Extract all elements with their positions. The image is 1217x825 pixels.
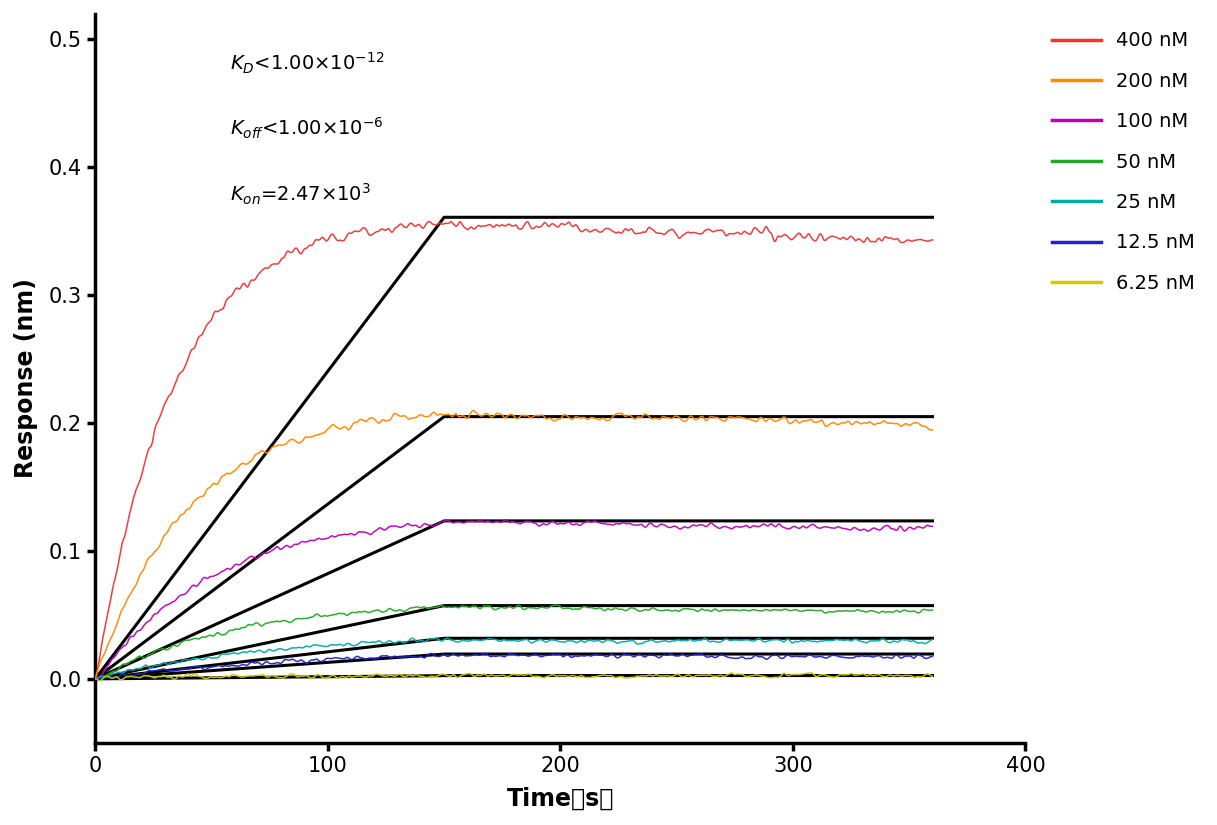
Text: $K_{on}$=2.47×10$^{3}$: $K_{on}$=2.47×10$^{3}$: [230, 182, 371, 207]
Y-axis label: Response (nm): Response (nm): [13, 278, 38, 478]
X-axis label: Time（s）: Time（s）: [506, 787, 615, 811]
Text: $K_D$<1.00×10$^{-12}$: $K_D$<1.00×10$^{-12}$: [230, 50, 385, 76]
Legend: 400 nM, 200 nM, 100 nM, 50 nM, 25 nM, 12.5 nM, 6.25 nM: 400 nM, 200 nM, 100 nM, 50 nM, 25 nM, 12…: [1044, 24, 1202, 300]
Text: $K_{off}$<1.00×10$^{-6}$: $K_{off}$<1.00×10$^{-6}$: [230, 116, 383, 141]
